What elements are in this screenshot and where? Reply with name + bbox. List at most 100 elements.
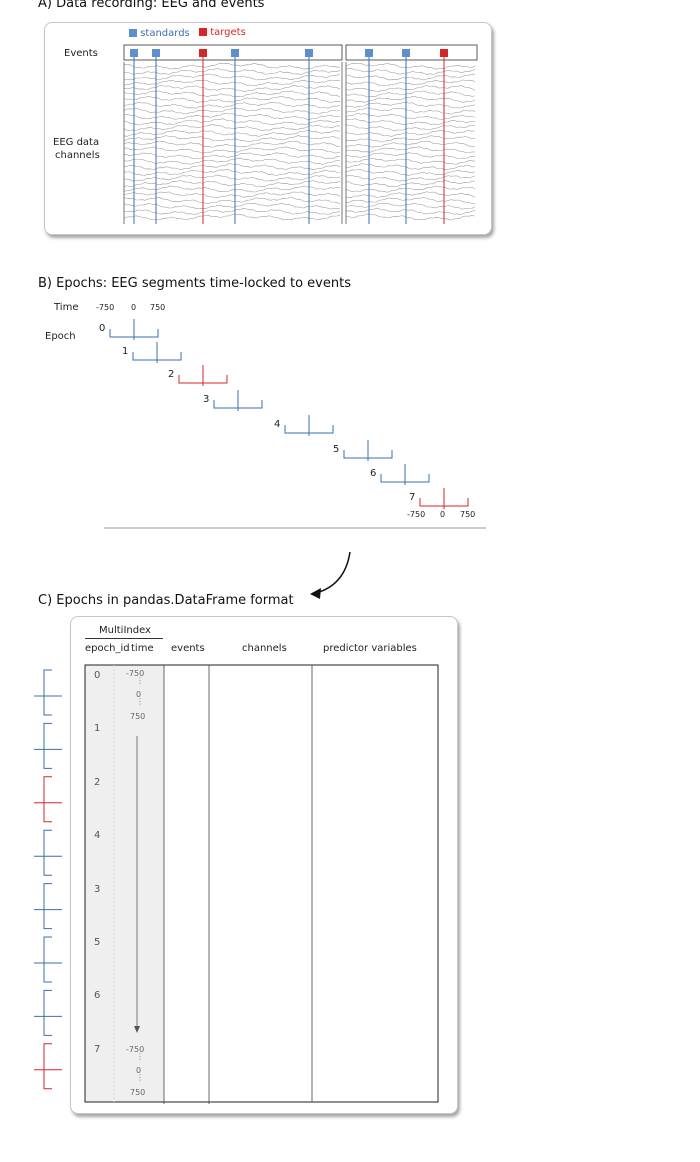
eeg-trace (123, 169, 341, 176)
legend-standards: standards (129, 28, 190, 39)
index-shade (85, 665, 164, 1102)
bottom-tick-zero: 0 (440, 510, 446, 519)
side-brackets (34, 669, 62, 1090)
eeg-trace (123, 79, 341, 87)
eeg-trace (123, 101, 341, 109)
standard-event-marker (130, 49, 138, 57)
eeg-trace (345, 96, 476, 103)
time-tick-zero: 0 (131, 303, 137, 312)
eeg-trace (123, 118, 340, 126)
eeg-trace (123, 174, 341, 182)
eeg-recording-figure (123, 44, 478, 224)
eeg-trace (345, 180, 476, 187)
epochs-figure (104, 319, 486, 599)
legend-targets: targets (199, 27, 246, 38)
standard-event-marker (152, 49, 160, 57)
standard-event-marker (402, 49, 410, 57)
standard-swatch-icon (129, 29, 137, 37)
eeg-trace (345, 90, 476, 98)
epoch-number: 3 (203, 394, 210, 405)
time-tick-pos: 750 (150, 303, 166, 312)
bottom-tick-pos: 750 (460, 510, 476, 519)
eeg-traces (123, 62, 476, 224)
row-epoch-id: 7 (94, 1043, 101, 1055)
epoch-label: Epoch (45, 331, 76, 342)
row-epoch-id: 4 (94, 830, 101, 842)
epoch-side-bracket (43, 722, 52, 769)
eeg-trace (345, 68, 476, 75)
section-a-title: A) Data recording: EEG and events (38, 0, 265, 11)
eeg-trace (123, 85, 341, 92)
epoch-number: 6 (370, 468, 377, 479)
arrowhead-icon (310, 588, 321, 599)
time-label: Time (54, 302, 79, 313)
time-bottom-pos: 750 (130, 1088, 146, 1097)
eeg-trace (345, 163, 476, 171)
channels-label-line2: channels (55, 150, 100, 161)
table-frame (84, 664, 439, 1103)
col-predictors: predictor variables (323, 643, 417, 654)
time-tick-neg: -750 (96, 303, 115, 312)
eeg-trace (345, 113, 476, 120)
time-bottom-zero: 0 (136, 1066, 142, 1075)
epoch-side-bracket (43, 936, 52, 983)
epoch-number: 0 (99, 323, 106, 334)
eeg-trace (123, 96, 341, 103)
epoch-side-bracket (43, 829, 52, 876)
eeg-trace (123, 124, 341, 131)
epoch-number: 7 (409, 492, 416, 503)
time-arrow-head-icon (134, 1026, 140, 1033)
standard-event-marker (365, 49, 373, 57)
epoch-side-bracket (43, 989, 52, 1036)
eeg-trace (345, 169, 476, 176)
time-dots-4: ⋮ (136, 1073, 144, 1082)
target-swatch-icon (199, 28, 207, 36)
events-strip-1 (123, 44, 343, 61)
eeg-trace (123, 73, 341, 81)
time-top-pos: 750 (130, 712, 146, 721)
eeg-trace (345, 107, 476, 115)
epoch-number: 5 (333, 444, 340, 455)
epoch-number: 1 (122, 346, 129, 357)
multiindex-label: MultiIndex (99, 625, 151, 636)
col-events: events (171, 643, 205, 654)
col-time: time (131, 643, 154, 654)
eeg-trace (123, 90, 341, 98)
eeg-trace (123, 141, 341, 148)
eeg-trace (345, 102, 476, 109)
eeg-trace (123, 180, 341, 187)
epoch-side-bracket (43, 1043, 52, 1090)
time-top-zero: 0 (136, 690, 142, 699)
time-dots-3: ⋮ (136, 1052, 144, 1061)
event-lines (130, 49, 448, 224)
standard-event-marker (305, 49, 313, 57)
eeg-trace (123, 107, 341, 115)
eeg-trace (345, 213, 476, 221)
target-event-marker (440, 49, 448, 57)
time-dots-2: ⋮ (136, 697, 144, 706)
col-epoch-id: epoch_id (85, 643, 130, 654)
col-channels: channels (242, 643, 287, 654)
eeg-trace (345, 152, 476, 159)
time-top-neg: -750 (126, 669, 145, 678)
section-b-title: B) Epochs: EEG segments time-locked to e… (38, 276, 351, 291)
eeg-trace (345, 203, 476, 210)
eeg-trace (345, 85, 476, 92)
row-epoch-id: 3 (94, 883, 101, 895)
eeg-trace (346, 135, 476, 143)
eeg-trace (345, 141, 476, 148)
eeg-trace (345, 208, 476, 215)
eeg-trace (345, 157, 476, 165)
eeg-trace (345, 130, 476, 137)
epoch-number: 4 (274, 419, 281, 430)
eeg-trace (123, 68, 341, 75)
epoch-brackets (109, 319, 469, 509)
row-epoch-id: 6 (94, 990, 101, 1002)
time-dots-1: ⋮ (136, 676, 144, 685)
eeg-trace (346, 73, 476, 81)
eeg-trace (123, 113, 341, 120)
eeg-trace (345, 63, 476, 70)
target-event-marker (199, 49, 207, 57)
row-epoch-id: 0 (94, 670, 101, 681)
